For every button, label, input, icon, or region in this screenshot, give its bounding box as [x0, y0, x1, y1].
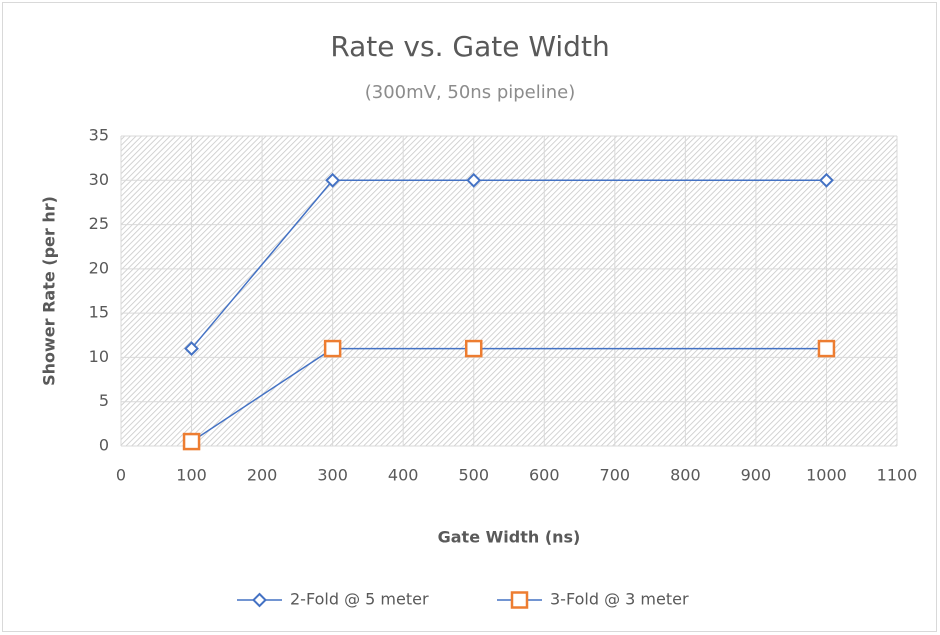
marker: [817, 339, 836, 358]
x-tick-label: 300: [317, 466, 348, 485]
x-tick-label: 400: [388, 466, 419, 485]
y-tick-label: 15: [89, 303, 109, 322]
marker: [466, 172, 482, 188]
y-tick-label: 5: [99, 391, 109, 410]
x-tick-label: 500: [458, 466, 489, 485]
x-tick-label: 200: [247, 466, 278, 485]
marker: [325, 172, 341, 188]
legend-label: 2-Fold @ 5 meter: [290, 590, 429, 609]
marker: [819, 172, 834, 188]
y-axis-label: Shower Rate (per hr): [40, 196, 59, 386]
series-line: [191, 347, 827, 443]
y-tick-label: 10: [89, 347, 109, 366]
x-tick-label: 0: [116, 466, 126, 485]
y-tick-label: 25: [89, 214, 109, 233]
marker: [182, 432, 201, 451]
y-tick-label: 30: [89, 170, 109, 189]
x-tick-label: 100: [176, 466, 207, 485]
legend-marker: [510, 591, 529, 609]
y-tick-label: 20: [89, 258, 109, 277]
x-tick-label: 900: [741, 466, 772, 485]
x-tick-label: 700: [600, 466, 631, 485]
y-tick-label: 35: [89, 126, 109, 145]
series-line: [190, 179, 827, 350]
x-tick-label: 600: [529, 466, 560, 485]
chart-subtitle: (300mV, 50ns pipeline): [365, 82, 576, 103]
chart-title: Rate vs. Gate Width: [330, 30, 609, 63]
x-tick-label: 1100: [877, 466, 918, 485]
legend-label: 3-Fold @ 3 meter: [550, 590, 689, 609]
legend-marker: [252, 592, 267, 608]
x-axis-label: Gate Width (ns): [438, 528, 581, 547]
marker: [184, 341, 199, 356]
marker: [323, 339, 342, 358]
marker: [464, 339, 483, 358]
plot-area: [121, 136, 897, 446]
y-tick-label: 0: [99, 436, 109, 455]
x-tick-label: 800: [670, 466, 701, 485]
x-tick-label: 1000: [806, 466, 847, 485]
